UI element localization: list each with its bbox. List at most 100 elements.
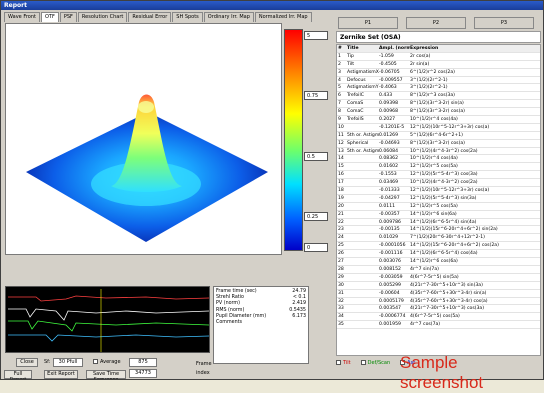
table-cell: 24 (338, 235, 344, 241)
table-row[interactable]: 32 0.0005179 4(35r^7-60r^5+30r^3-4r) cos(a… (337, 298, 540, 306)
table-row[interactable]: 27 0.003076 14^(1/2)r^6 cos(6a) (337, 258, 540, 266)
table-cell: 4(6r^7-5r^5) cos(5a) (410, 314, 460, 320)
tab-p1[interactable]: P1 (338, 17, 398, 29)
table-row[interactable]: 3 AstigmatismX -0.06705 6^(1/2)r^2 cos(2a) (337, 69, 540, 77)
table-cell (347, 226, 379, 233)
tab-p2[interactable]: P2 (406, 17, 466, 29)
table-row[interactable]: 29 -0.003059 4(6r^7-5r^5) sin(5a) (337, 274, 540, 282)
table-row[interactable]: 16 -0.1553 12^(1/2)(5r^5-4r^3) cos(3a) (337, 171, 540, 180)
tab-psf[interactable]: PSF (59, 12, 77, 22)
table-cell: 0.01029 (379, 235, 398, 241)
full-report-button[interactable]: Full Report (4, 370, 32, 379)
table-cell: 2r cos(a) (410, 53, 431, 59)
table-row[interactable]: 1 Tip -1.059 2r cos(a) (337, 53, 540, 61)
close-button[interactable]: Close (16, 358, 38, 367)
table-cell (347, 211, 379, 218)
table-row[interactable]: 33 0.003547 4(21r^7-30r^5+10r^3) cos(3a) (337, 305, 540, 314)
table-row[interactable]: 26 -0.001116 14^(1/2)(6r^6-5r^4) cos(4a) (337, 250, 540, 259)
color-scale-min-field[interactable]: 0 (304, 243, 328, 252)
table-cell: -0.1201E-5 (379, 124, 405, 130)
table-cell: 4(21r^7-30r^5+10r^3) cos(3a) (410, 306, 485, 312)
table-cell (347, 195, 379, 202)
table-cell: -0.4063 (379, 85, 397, 91)
table-cell: TrefoilC (347, 93, 364, 99)
table-cell: 20 (338, 203, 344, 209)
table-row[interactable]: 4 Defocus -0.009557 3^(1/2)(2r^2-1) (337, 77, 540, 85)
table-row[interactable]: 10 -0.1201E-5 12^(1/2)(10r^5-12r^3+3r) cos… (337, 124, 540, 132)
report-window: Report Wave Front OTF PSF Resolution Cha… (0, 0, 544, 380)
table-cell: 14^(1/2)(15r^6-20r^4+6r^2) cos(2a) (410, 243, 499, 249)
table-row[interactable]: 8 ComaC 0.00968 8^(1/2)(3r^3-2r) cos(a) (337, 108, 540, 117)
view-tabs: Wave Front OTF PSF Resolution Chart Resi… (4, 12, 313, 22)
table-row[interactable]: 25 -0.0001056 14^(1/2)(15r^6-20r^4+6r^2) c… (337, 242, 540, 251)
table-cell: -0.009557 (379, 77, 403, 83)
tab-otf[interactable]: OTF (40, 12, 59, 22)
tilt-checkbox[interactable]: Tilt (336, 360, 351, 370)
tab-sh-spots[interactable]: SH Spots (172, 12, 203, 22)
tab-resolution-chart[interactable]: Resolution Chart (77, 12, 128, 22)
average-label: Average (100, 359, 121, 365)
table-row[interactable]: 6 TrefoilC 0.433 8^(1/2)r^3 cos(3a) (337, 92, 540, 101)
table-row[interactable]: 21 -0.00357 14^(1/2)r^6 sin(6a) (337, 211, 540, 219)
save-time-sequence-button[interactable]: Save Time Sequence (86, 370, 126, 379)
exit-report-button[interactable]: Exit Report (44, 370, 78, 379)
table-row[interactable]: 34 -0.0006774 4(6r^7-5r^5) cos(5a) (337, 313, 540, 322)
table-row[interactable]: 15 0.01602 12^(1/2)r^5 cos(5a) (337, 163, 540, 172)
table-row[interactable]: 19 -0.04297 12^(1/2)(5r^5-4r^3) sin(3a) (337, 195, 540, 203)
table-cell (347, 179, 379, 186)
table-cell: 14^(1/2)(6r^6-5r^4) sin(4a) (410, 219, 477, 225)
color-scale-max-field[interactable]: 5 (304, 31, 328, 40)
table-cell: AstigmatismY (347, 85, 379, 91)
table-cell: 0.003547 (379, 306, 401, 312)
table-cell: 4r^7 cos(7a) (410, 322, 441, 328)
table-row[interactable]: 23 -0.00135 14^(1/2)(15r^6-20r^4+6r^2) sin… (337, 226, 540, 235)
otf-3d-surface-plot[interactable] (5, 23, 282, 255)
table-cell: 4(6r^7-5r^5) sin(5a) (410, 274, 459, 280)
zernike-pane: P1 P2 P3 Zernike Set (OSA) # Title Ampl.… (336, 17, 541, 377)
average-count-field[interactable]: 875 (129, 358, 157, 367)
table-cell: 9 (338, 117, 341, 123)
stat-row: Comments (216, 320, 306, 326)
table-cell: 6^(1/2)r^2 cos(2a) (410, 69, 455, 75)
table-row[interactable]: 35 0.001959 4r^7 cos(7a) (337, 321, 540, 330)
tab-ordinary-irr-map[interactable]: Ordinary Irr. Map (203, 12, 254, 22)
tab-p3[interactable]: P3 (474, 17, 534, 29)
table-row[interactable]: 14 0.08362 10^(1/2)r^4 cos(4a) (337, 155, 540, 164)
table-row[interactable]: 22 0.009786 14^(1/2)(6r^6-5r^4) sin(4a) (337, 219, 540, 227)
table-cell: 4r^7 sin(7a) (410, 266, 439, 272)
table-row[interactable]: 12 Spherical -0.04693 8^(1/2)(3r^3-2r) cos(… (337, 140, 540, 148)
table-cell: 35 (338, 322, 344, 328)
table-row[interactable]: 20 0.0111 12^(1/2)r^5 cos(5a) (337, 203, 540, 211)
table-cell: 12^(1/2)(5r^5-4r^3) cos(3a) (410, 172, 478, 178)
table-row[interactable]: 30 0.005299 4(21r^7-30r^5+10r^3) sin(3a) (337, 282, 540, 290)
table-cell: -0.4505 (379, 61, 397, 67)
ast-checkbox[interactable]: Ast (400, 360, 415, 370)
stat-row: Strehl Ratio < 0.1 (216, 295, 306, 301)
tab-normalized-irr-map[interactable]: Normalized Irr. Map (254, 12, 312, 22)
frame-count-field[interactable]: 34773 (129, 369, 157, 378)
tab-residual-error[interactable]: Residual Error (128, 12, 172, 22)
average-checkbox[interactable]: Average (93, 359, 121, 365)
table-cell: 3 (338, 69, 341, 75)
table-row[interactable]: 2 Tilt -0.4505 2r sin(a) (337, 61, 540, 69)
def-scan-checkbox[interactable]: Def/Scan (360, 360, 390, 370)
table-cell (347, 234, 379, 241)
table-row[interactable]: 5 AstigmatismY -0.4063 3^(1/2)(2r^2-1) (337, 84, 540, 93)
table-row[interactable]: 28 0.008152 4r^7 sin(7a) (337, 266, 540, 274)
table-row[interactable]: 18 -0.01333 12^(1/2)(10r^5-12r^3+3r) cos(a… (337, 187, 540, 195)
table-row[interactable]: 17 0.03469 10^(1/2)(4r^4-3r^2) cos(2a) (337, 179, 540, 188)
table-cell: Defocus (347, 77, 366, 83)
table-row[interactable]: 7 ComaS 0.09398 8^(1/2)(3r^3-2r) sin(a) (337, 100, 540, 109)
table-cell: 0.06084 (379, 148, 398, 154)
table-cell (347, 282, 379, 289)
tab-wave-front[interactable]: Wave Front (4, 12, 40, 22)
table-cell: 10^(1/2)(4r^4-3r^2) cos(2a) (410, 148, 478, 154)
table-row[interactable]: 31 -0.00604 4(35r^7-60r^5+30r^3-4r) sin(a) (337, 290, 540, 298)
table-row[interactable]: 24 0.01029 7^(1/2)(20r^6-30r^4+12r^2-1) (337, 234, 540, 243)
table-row[interactable]: 9 TrefoilS 0.2027 10^(1/2)r^4 cos(4a) (337, 116, 540, 124)
table-cell: 14^(1/2)(6r^6-5r^4) cos(4a) (410, 251, 478, 257)
stat-value: 2.419 (292, 301, 306, 307)
sf-select[interactable]: 30 Pfull (53, 358, 83, 367)
